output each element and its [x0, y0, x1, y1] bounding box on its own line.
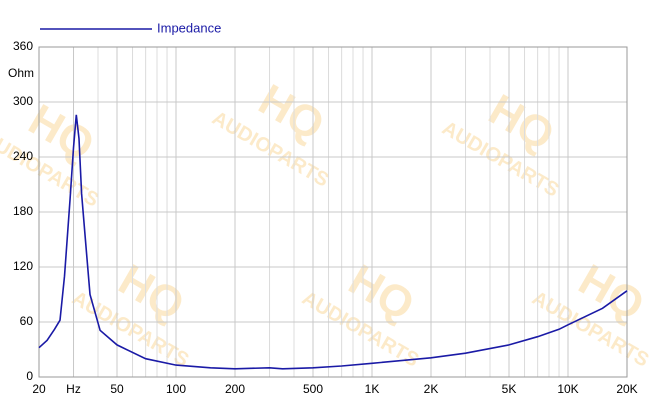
x-tick-label: 1K — [365, 382, 380, 396]
plot-frame — [38, 46, 628, 378]
y-tick-label: 60 — [20, 314, 34, 328]
y-tick-label: 0 — [26, 369, 33, 383]
x-tick-label: 10K — [557, 382, 578, 396]
series-line — [38, 114, 628, 370]
y-tick-label: 300 — [13, 94, 33, 108]
x-tick-label: 500 — [303, 382, 323, 396]
x-tick-label: 200 — [225, 382, 245, 396]
x-tick-label: 20 — [32, 382, 46, 396]
y-axis-label: Ohm — [8, 66, 34, 80]
x-tick-label: 5K — [502, 382, 517, 396]
x-tick-label: 20K — [616, 382, 637, 396]
x-tick-label: 2K — [424, 382, 439, 396]
legend-label: Impedance — [157, 20, 221, 35]
y-tick-label: 360 — [13, 39, 33, 53]
x-tick-label: Hz — [66, 382, 81, 396]
x-tick-label: 100 — [166, 382, 186, 396]
y-tick-label: 180 — [13, 204, 33, 218]
y-tick-label: 120 — [13, 259, 33, 273]
x-tick-label: 50 — [110, 382, 124, 396]
y-tick-label: 240 — [13, 149, 33, 163]
